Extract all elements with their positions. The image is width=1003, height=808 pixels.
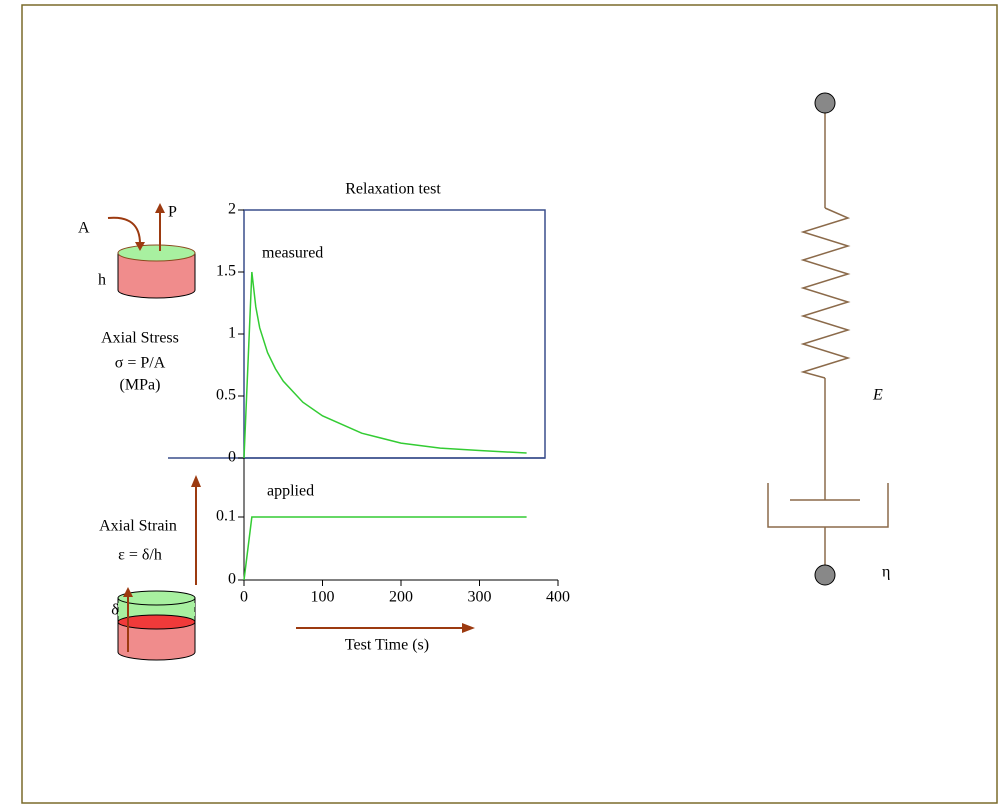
y-axis-label: (MPa) <box>120 377 161 394</box>
x-tick-label: 200 <box>389 589 413 606</box>
y-tick-label: 1 <box>228 325 236 342</box>
slide-border <box>22 5 997 803</box>
y-axis-label: ε = δ/h <box>118 547 162 564</box>
y-tick-label: 0.5 <box>216 387 236 404</box>
series-label: measured <box>262 245 323 262</box>
y-axis-label: Axial Strain <box>99 518 177 535</box>
series-label: applied <box>267 483 314 500</box>
y-tick-label: 0 <box>228 571 236 588</box>
dashpot-label: η <box>882 564 890 581</box>
slide: A P h δ Relaxation test Axial Stress σ =… <box>0 0 1003 808</box>
stress-sample-icon <box>108 203 195 298</box>
height-label: h <box>98 272 106 289</box>
x-tick-label: 100 <box>311 589 335 606</box>
x-tick-label: 0 <box>240 589 248 606</box>
y-tick-label: 0 <box>228 449 236 466</box>
y-axis-label: σ = P/A <box>115 355 166 372</box>
data-line <box>244 517 527 580</box>
force-label: P <box>168 204 177 221</box>
data-line <box>244 272 527 458</box>
displacement-label: δ <box>111 602 119 619</box>
y-axis-label: Axial Stress <box>101 330 179 347</box>
spring-label: E <box>872 387 883 404</box>
chart-title: Relaxation test <box>345 181 441 198</box>
x-tick-label: 300 <box>468 589 492 606</box>
area-label: A <box>78 220 90 237</box>
y-tick-label: 0.1 <box>216 508 236 525</box>
x-tick-label: 400 <box>546 589 570 606</box>
x-axis-label: Test Time (s) <box>345 637 429 654</box>
maxwell-model <box>768 93 888 585</box>
y-tick-label: 2 <box>228 201 236 218</box>
y-tick-label: 1.5 <box>216 263 236 280</box>
strain-sample-icon <box>118 475 475 660</box>
